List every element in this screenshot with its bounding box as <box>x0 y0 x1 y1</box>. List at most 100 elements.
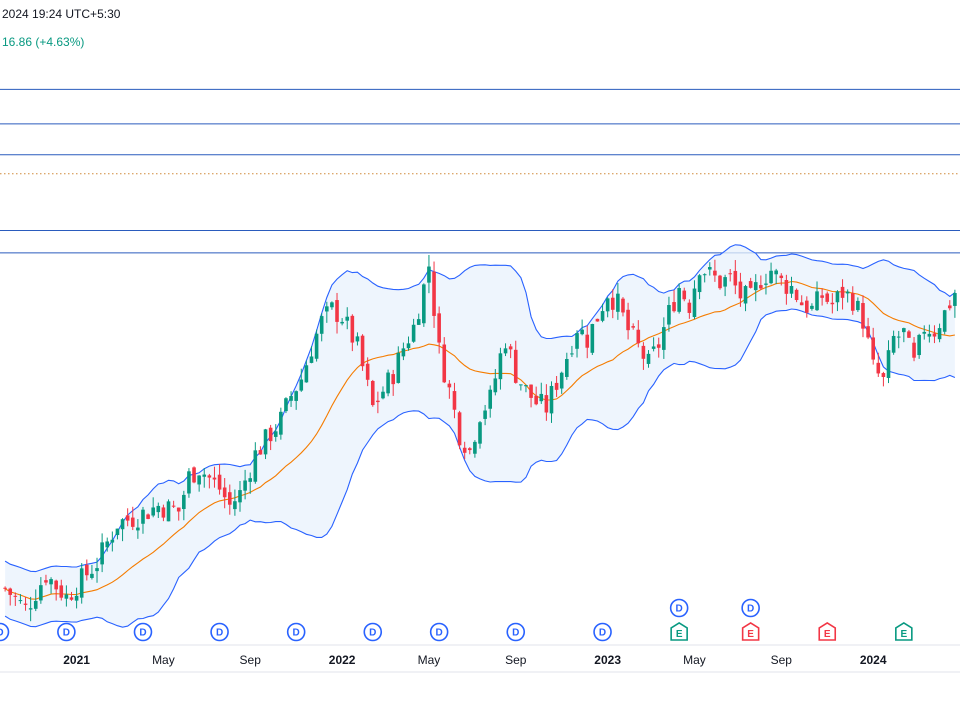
candle[interactable] <box>79 563 84 604</box>
candle[interactable] <box>227 484 232 515</box>
candle[interactable] <box>350 314 355 352</box>
candle[interactable] <box>554 376 559 397</box>
candle[interactable] <box>942 309 947 335</box>
candle[interactable] <box>238 481 242 512</box>
candle[interactable] <box>427 254 431 294</box>
candle[interactable] <box>478 420 482 449</box>
candle[interactable] <box>881 371 886 387</box>
candle[interactable] <box>130 506 135 531</box>
candle[interactable] <box>197 475 201 492</box>
candle[interactable] <box>595 318 600 322</box>
candle[interactable] <box>473 440 477 458</box>
candle[interactable] <box>120 518 125 542</box>
candle[interactable] <box>723 274 727 297</box>
candle[interactable] <box>636 320 641 348</box>
candle[interactable] <box>871 327 875 365</box>
candle[interactable] <box>467 447 472 455</box>
candle[interactable] <box>273 424 278 442</box>
candle[interactable] <box>69 591 74 601</box>
candle[interactable] <box>396 346 401 384</box>
candle[interactable] <box>105 537 110 552</box>
candle[interactable] <box>309 346 314 364</box>
candle[interactable] <box>835 290 840 312</box>
dividend-marker-icon[interactable]: D <box>506 622 526 642</box>
candle[interactable] <box>856 297 860 312</box>
candle[interactable] <box>370 379 375 407</box>
candle[interactable] <box>789 276 794 298</box>
candle[interactable] <box>932 325 937 344</box>
candle[interactable] <box>49 577 53 594</box>
candle[interactable] <box>656 337 661 358</box>
candle[interactable] <box>263 428 268 460</box>
earnings-marker-icon[interactable]: E <box>895 622 913 641</box>
candle[interactable] <box>774 268 778 285</box>
candle[interactable] <box>340 318 344 326</box>
candle[interactable] <box>146 513 150 520</box>
candle[interactable] <box>110 531 115 552</box>
candle[interactable] <box>171 500 176 508</box>
candle[interactable] <box>667 296 671 332</box>
candle[interactable] <box>442 337 447 384</box>
candle[interactable] <box>815 281 819 311</box>
candle[interactable] <box>937 323 942 343</box>
candle[interactable] <box>95 557 99 583</box>
candle[interactable] <box>769 262 773 285</box>
candle[interactable] <box>743 284 748 312</box>
candle[interactable] <box>54 579 58 601</box>
candle[interactable] <box>437 306 441 354</box>
earnings-marker-icon[interactable]: E <box>818 622 837 641</box>
dividend-marker-icon[interactable]: D <box>210 622 229 642</box>
candle[interactable] <box>268 424 273 451</box>
candle[interactable] <box>345 307 350 330</box>
earnings-marker-icon[interactable]: E <box>741 622 760 641</box>
candle[interactable] <box>810 303 814 311</box>
dividend-marker-icon[interactable]: D <box>741 598 760 618</box>
candle[interactable] <box>738 272 743 307</box>
candle[interactable] <box>728 268 733 282</box>
candle[interactable] <box>33 589 38 612</box>
candle[interactable] <box>13 592 18 606</box>
candle[interactable] <box>253 442 258 484</box>
candle[interactable] <box>779 273 784 286</box>
candle[interactable] <box>845 289 850 303</box>
candle[interactable] <box>626 302 630 340</box>
candle[interactable] <box>922 325 927 340</box>
candle[interactable] <box>651 337 656 352</box>
candle[interactable] <box>697 274 702 300</box>
candle[interactable] <box>411 318 416 343</box>
candle[interactable] <box>549 381 554 423</box>
candle[interactable] <box>365 357 370 387</box>
candle[interactable] <box>707 262 712 276</box>
candle[interactable] <box>753 274 758 302</box>
candle[interactable] <box>580 319 584 336</box>
candle[interactable] <box>498 347 503 390</box>
candle[interactable] <box>692 280 697 320</box>
candle[interactable] <box>85 559 89 581</box>
dividend-marker-icon[interactable]: D <box>363 622 383 642</box>
candle[interactable] <box>28 596 33 622</box>
dividend-marker-icon[interactable]: D <box>669 598 689 618</box>
candle[interactable] <box>376 391 380 414</box>
candle[interactable] <box>759 275 763 291</box>
candle[interactable] <box>896 330 901 349</box>
candle[interactable] <box>784 274 789 305</box>
candle[interactable] <box>222 478 227 509</box>
candle[interactable] <box>100 533 104 573</box>
candle[interactable] <box>907 329 911 338</box>
candle[interactable] <box>202 468 207 488</box>
candle[interactable] <box>529 384 533 408</box>
candle[interactable] <box>483 404 487 426</box>
candle[interactable] <box>325 301 329 323</box>
candle[interactable] <box>840 279 845 310</box>
candle[interactable] <box>330 301 334 310</box>
candle[interactable] <box>44 574 48 586</box>
dividend-marker-icon[interactable]: D <box>286 622 306 642</box>
candle[interactable] <box>23 596 28 611</box>
candle[interactable] <box>360 334 365 371</box>
candle[interactable] <box>161 504 166 522</box>
candle[interactable] <box>39 577 43 604</box>
dividend-marker-icon[interactable]: D <box>133 622 153 642</box>
candle[interactable] <box>687 299 692 319</box>
candle[interactable] <box>314 329 319 362</box>
